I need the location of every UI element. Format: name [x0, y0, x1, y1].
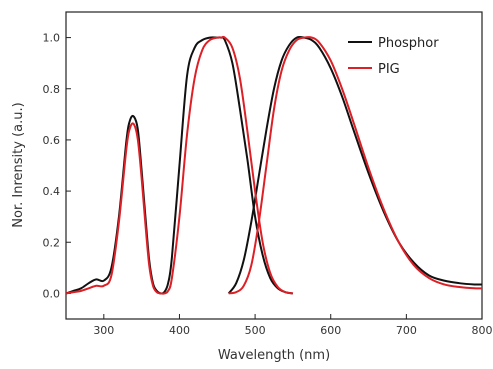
y-tick-label: 0.2 — [43, 236, 61, 249]
y-axis-label: Nor. Inrensity (a.u.) — [11, 102, 26, 227]
series-curves — [65, 35, 483, 295]
series-phosphor-curve-1 — [65, 36, 294, 295]
x-tick-label: 400 — [169, 324, 190, 337]
x-tick-label: 500 — [245, 324, 266, 337]
x-tick-label: 800 — [472, 324, 493, 337]
y-tick-label: 0.4 — [43, 185, 61, 198]
y-axis-ticks: 0.0 0.2 0.4 0.6 0.8 1.0 — [43, 32, 71, 300]
y-tick-label: 1.0 — [43, 32, 61, 45]
plot-frame — [65, 11, 483, 320]
y-tick-label: 0.8 — [43, 83, 61, 96]
y-tick-label: 0.0 — [43, 287, 61, 300]
legend-label-phosphor: Phosphor — [378, 36, 439, 51]
legend: Phosphor PIG — [348, 36, 439, 77]
y-tick-label: 0.6 — [43, 134, 61, 147]
x-axis-label: Wavelength (nm) — [218, 348, 330, 363]
series-pig-curve-2 — [228, 36, 483, 295]
x-axis-ticks: 300 400 500 600 700 800 — [93, 314, 493, 337]
legend-label-pig: PIG — [378, 62, 400, 77]
x-tick-label: 300 — [93, 324, 114, 337]
x-tick-label: 700 — [396, 324, 417, 337]
x-tick-label: 600 — [320, 324, 341, 337]
series-phosphor-curve-2 — [227, 35, 483, 295]
series-pig-curve-1 — [65, 35, 294, 295]
